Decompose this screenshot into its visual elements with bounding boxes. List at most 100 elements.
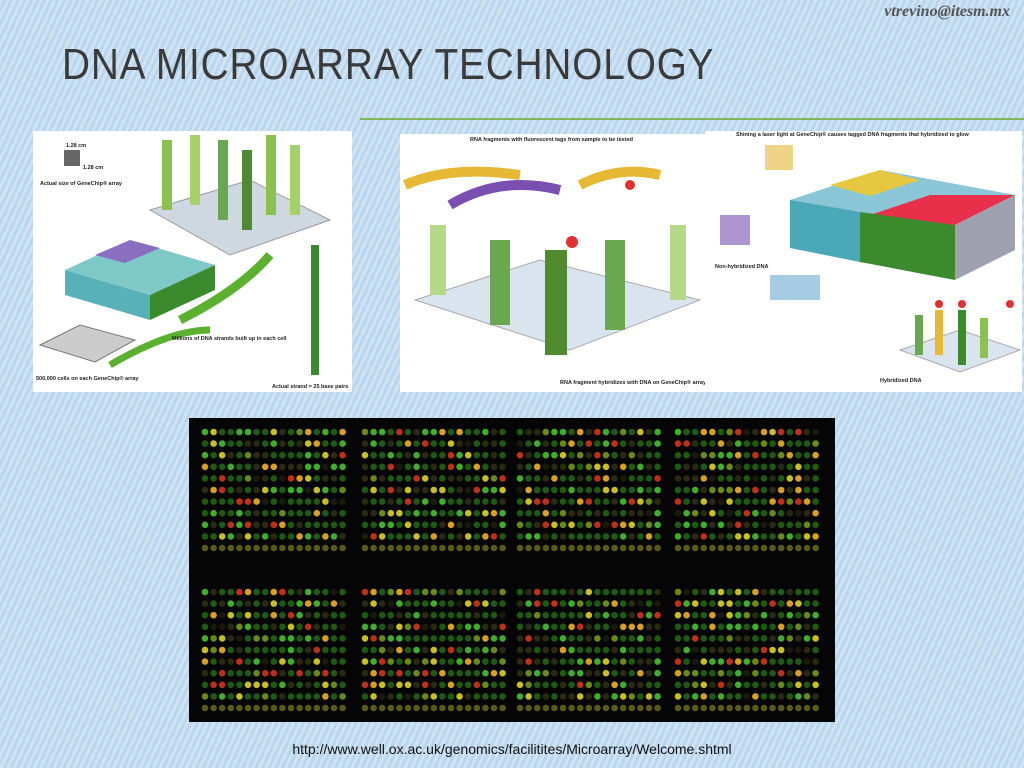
spot — [717, 600, 725, 607]
spot — [777, 623, 785, 631]
spot — [576, 693, 584, 700]
spot — [700, 509, 708, 517]
spot — [516, 658, 524, 665]
spot — [421, 623, 429, 631]
spot — [760, 611, 768, 619]
spot — [236, 475, 243, 482]
spot — [734, 509, 742, 517]
spot — [236, 600, 243, 607]
spot — [576, 611, 584, 619]
spot — [244, 635, 252, 642]
spot — [210, 509, 217, 517]
spot — [777, 681, 785, 689]
spot — [769, 600, 776, 607]
spot — [270, 623, 278, 631]
spot — [654, 693, 661, 700]
spot — [339, 498, 346, 505]
spot — [743, 623, 751, 631]
spot — [227, 544, 235, 552]
spot — [611, 486, 618, 494]
spot — [674, 544, 682, 552]
spot — [516, 486, 524, 494]
spot — [611, 693, 618, 700]
spot — [361, 475, 369, 482]
spot — [253, 588, 260, 596]
spot — [743, 544, 751, 552]
spot — [533, 611, 541, 619]
spot — [559, 588, 567, 596]
spot — [812, 600, 819, 607]
spot — [645, 498, 653, 505]
spot — [313, 451, 321, 459]
spot — [726, 428, 733, 436]
spot — [743, 521, 751, 529]
spot — [464, 475, 472, 482]
spot — [244, 588, 252, 596]
spot — [691, 623, 699, 631]
spot — [611, 588, 618, 596]
spot — [330, 428, 338, 436]
spot — [339, 693, 346, 700]
spot — [628, 428, 636, 436]
spot — [490, 611, 498, 619]
spot — [218, 428, 226, 436]
spot — [645, 681, 653, 689]
spot — [482, 451, 489, 459]
spot — [674, 509, 682, 517]
spot — [218, 475, 226, 482]
spot — [752, 611, 759, 619]
spot — [218, 498, 226, 505]
spot — [709, 463, 716, 471]
spot — [795, 486, 802, 494]
spot — [261, 440, 269, 447]
label: Actual size of GeneChip® array — [40, 180, 123, 187]
spot — [551, 544, 558, 552]
spot — [210, 693, 217, 700]
spot — [777, 544, 785, 552]
spot — [490, 463, 498, 471]
spot — [473, 669, 481, 677]
spot — [244, 475, 252, 482]
spot — [691, 451, 699, 459]
spot — [812, 498, 819, 505]
spot — [717, 611, 725, 619]
spot — [244, 509, 252, 517]
spot — [525, 451, 532, 459]
spot — [270, 428, 278, 436]
spot — [330, 658, 338, 665]
spot — [594, 544, 601, 552]
label: 1.28 cm — [66, 143, 86, 149]
spot — [568, 544, 575, 552]
spot — [473, 588, 481, 596]
spot — [568, 635, 575, 642]
spot — [439, 463, 446, 471]
spot — [700, 611, 708, 619]
caption: http://www.well.ox.ac.uk/genomics/facili… — [292, 741, 732, 757]
spot — [654, 635, 661, 642]
spot — [691, 498, 699, 505]
spot — [777, 588, 785, 596]
spot — [370, 498, 377, 505]
spot — [387, 509, 395, 517]
spot — [490, 509, 498, 517]
spot — [585, 544, 593, 552]
spot — [795, 611, 802, 619]
spot — [253, 658, 260, 665]
spot — [210, 646, 217, 654]
spot — [619, 544, 627, 552]
spot — [236, 533, 243, 540]
spot — [210, 521, 217, 529]
spot — [261, 669, 269, 677]
spot — [628, 635, 636, 642]
spot — [287, 509, 295, 517]
label: Non-hybridized DNA — [715, 264, 768, 270]
spot — [313, 544, 321, 552]
spot — [218, 588, 226, 596]
spot — [201, 623, 209, 631]
spot — [717, 521, 725, 529]
spot — [803, 544, 811, 552]
spot — [304, 533, 312, 540]
spot — [227, 600, 235, 607]
spot — [482, 463, 489, 471]
spot — [760, 486, 768, 494]
